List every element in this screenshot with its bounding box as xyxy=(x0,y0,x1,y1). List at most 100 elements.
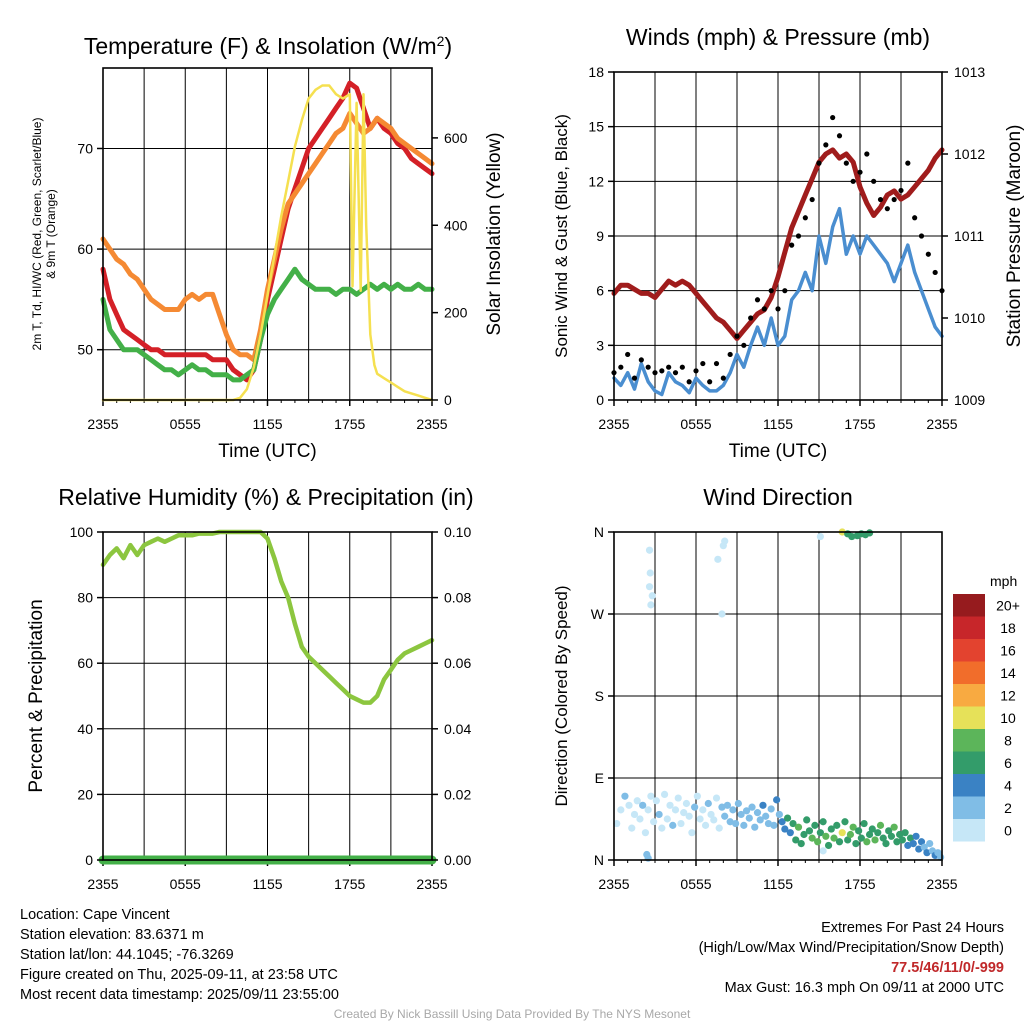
colorbar-label: 0 xyxy=(1004,822,1012,838)
direction-point xyxy=(644,806,652,814)
colorbar-segment xyxy=(953,594,985,617)
direction-point xyxy=(863,838,871,846)
series-line-station-pressure xyxy=(611,147,945,341)
gust-point xyxy=(864,151,870,157)
direction-point xyxy=(718,610,726,618)
direction-point xyxy=(732,819,740,828)
series-line-2m-td xyxy=(100,266,435,383)
colorbar-segment xyxy=(953,639,985,662)
direction-point xyxy=(639,801,647,809)
direction-point xyxy=(688,829,696,837)
y-axis-label: Direction (Colored By Speed) xyxy=(552,585,571,806)
direction-point xyxy=(912,832,920,840)
x-tick-label: 2355 xyxy=(598,416,629,432)
gust-point xyxy=(686,379,692,385)
colorbar-label: 6 xyxy=(1004,755,1012,771)
direction-point xyxy=(645,583,654,591)
direction-point xyxy=(729,806,737,814)
y-right-tick-label: 0.06 xyxy=(444,655,471,671)
gust-point xyxy=(693,368,699,374)
direction-point xyxy=(920,843,928,851)
y-tick-label: S xyxy=(595,688,604,704)
y-tick-label: 70 xyxy=(77,140,93,156)
direction-point xyxy=(718,803,726,811)
colorbar-label: 14 xyxy=(1000,665,1016,681)
humidity-panel: 2355 0555 1155 1755 2355 Relative Humidity (%… xyxy=(26,484,474,892)
chart-title: Wind Direction xyxy=(703,484,853,510)
direction-point xyxy=(759,801,767,809)
gust-point xyxy=(795,233,802,239)
x-tick-label: 0555 xyxy=(680,416,711,432)
direction-point xyxy=(860,819,868,828)
gust-point xyxy=(707,379,713,385)
x-tick-label: 1155 xyxy=(252,416,282,432)
y-right-tick-label: 1010 xyxy=(954,310,985,326)
direction-point xyxy=(904,841,912,850)
colorbar-segment xyxy=(953,729,985,752)
max-gust-text: Max Gust: 16.3 mph On 09/11 at 2000 UTC xyxy=(724,980,1004,996)
colorbar-segment xyxy=(953,796,985,819)
colorbar-segment xyxy=(953,661,985,684)
direction-point xyxy=(652,797,660,805)
chart-title: Temperature (F) & Insolation (W/m2) xyxy=(84,33,452,59)
gust-point xyxy=(645,364,651,370)
direction-point xyxy=(648,592,656,600)
chart-title: Relative Humidity (%) & Precipitation (i… xyxy=(58,484,473,510)
direction-point xyxy=(756,816,764,824)
direction-point xyxy=(800,830,808,839)
plot-border xyxy=(102,531,433,861)
x-tick-label: 2355 xyxy=(926,876,957,892)
direction-point xyxy=(816,829,824,837)
gust-point xyxy=(754,297,761,303)
y-tick-label: 40 xyxy=(77,721,93,737)
y-tick-label: 12 xyxy=(588,173,604,189)
x-tick-label: 1755 xyxy=(844,416,875,432)
station-info: Location: Cape Vincent Station elevation… xyxy=(20,905,339,1005)
direction-point xyxy=(719,542,727,550)
direction-point xyxy=(827,825,835,833)
direction-point xyxy=(671,806,680,814)
direction-point xyxy=(737,810,745,819)
direction-point xyxy=(704,799,712,808)
direction-point xyxy=(835,838,844,846)
direction-point xyxy=(753,809,762,817)
direction-point xyxy=(792,836,800,844)
gust-point xyxy=(877,196,884,203)
colorbar-title: mph xyxy=(990,573,1017,589)
gust-point xyxy=(727,351,733,358)
y-tick-label: 6 xyxy=(596,283,604,299)
direction-point xyxy=(874,829,882,837)
direction-point xyxy=(797,840,805,848)
x-tick-label: 1755 xyxy=(334,876,365,892)
direction-point xyxy=(762,812,770,820)
direction-point xyxy=(646,569,654,577)
y-right-tick-label: 1013 xyxy=(954,64,985,80)
y-tick-label: W xyxy=(591,606,605,622)
direction-point xyxy=(923,849,931,857)
gust-point xyxy=(720,375,726,381)
direction-point xyxy=(896,830,904,839)
y-tick-label: 60 xyxy=(77,241,93,257)
direction-point xyxy=(915,845,923,853)
extremes-title: Extremes For Past 24 Hours xyxy=(821,920,1004,936)
direction-point xyxy=(677,819,685,828)
gust-point xyxy=(782,288,788,294)
direction-point xyxy=(808,834,816,842)
gust-point xyxy=(809,196,815,203)
y-right-tick-label: 0.04 xyxy=(444,721,471,737)
gust-point xyxy=(843,160,849,166)
wind-direction-panel: 2355 0555 1155 1755 2355 Wind Direction N E S W N D… xyxy=(552,484,1020,892)
direction-point xyxy=(647,792,655,800)
direction-point xyxy=(838,829,846,837)
colorbar-segment xyxy=(953,819,985,842)
gust-point xyxy=(925,251,931,257)
direction-point xyxy=(824,841,833,850)
x-tick-label: 1155 xyxy=(763,416,793,432)
direction-point xyxy=(775,810,783,819)
credit-line: Created By Nick Bassill Using Data Provi… xyxy=(333,1007,691,1021)
direction-point xyxy=(723,801,732,809)
direction-point xyxy=(848,532,856,541)
direction-point xyxy=(685,812,693,820)
y-right-tick-label: 0 xyxy=(444,392,452,408)
